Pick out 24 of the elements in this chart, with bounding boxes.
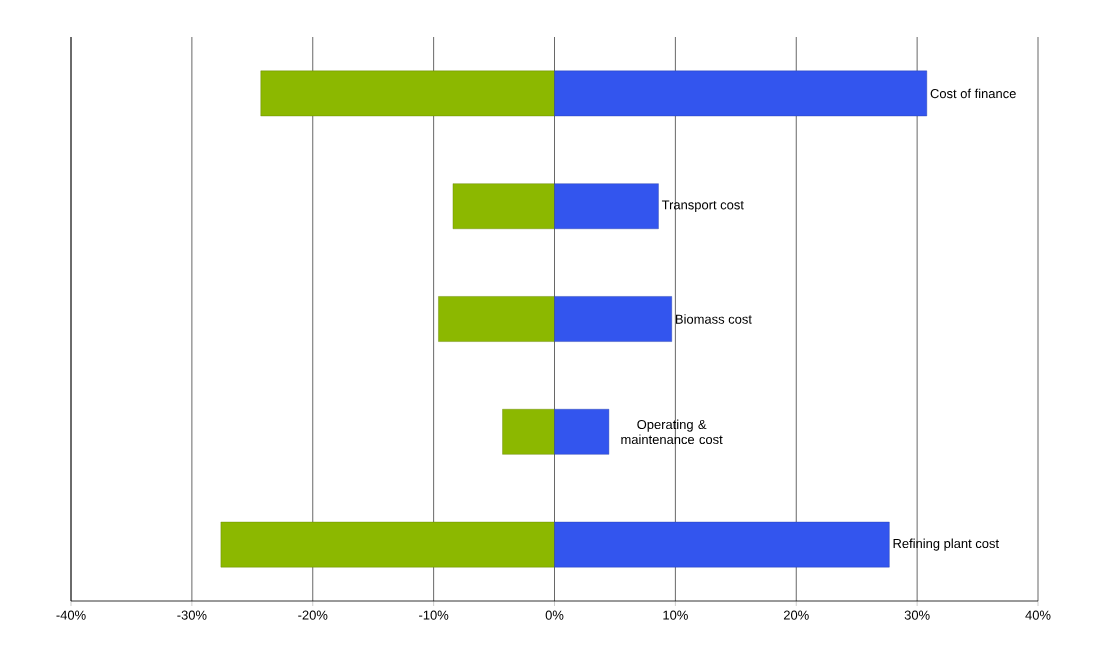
- x-tick-label: 20%: [783, 610, 809, 620]
- bar: [554, 70, 927, 117]
- x-tick-label: -10%: [419, 610, 449, 620]
- x-tick-label: 30%: [904, 610, 930, 620]
- bar: [452, 183, 555, 229]
- x-tick-label: -20%: [298, 610, 328, 620]
- y-tick-label: Operating & maintenance cost: [621, 419, 723, 445]
- bar: [554, 183, 659, 229]
- x-tick-label: 0%: [545, 610, 564, 620]
- bar: [554, 296, 672, 342]
- x-tick-label: 10%: [663, 610, 688, 620]
- bar: [554, 409, 610, 455]
- x-tick-label: -40%: [56, 610, 86, 620]
- bar: [438, 296, 555, 342]
- bar: [502, 409, 555, 455]
- y-tick-label: Refining plant cost: [893, 538, 999, 551]
- bar: [220, 521, 555, 568]
- bar: [554, 521, 890, 568]
- y-tick-label: Transport cost: [661, 200, 744, 213]
- y-tick-label: Cost of finance: [930, 88, 1016, 99]
- bar: [260, 70, 555, 117]
- x-tick-label: 40%: [1025, 610, 1051, 620]
- x-tick-label: -30%: [177, 610, 207, 620]
- y-tick-label: Biomass cost: [676, 314, 752, 324]
